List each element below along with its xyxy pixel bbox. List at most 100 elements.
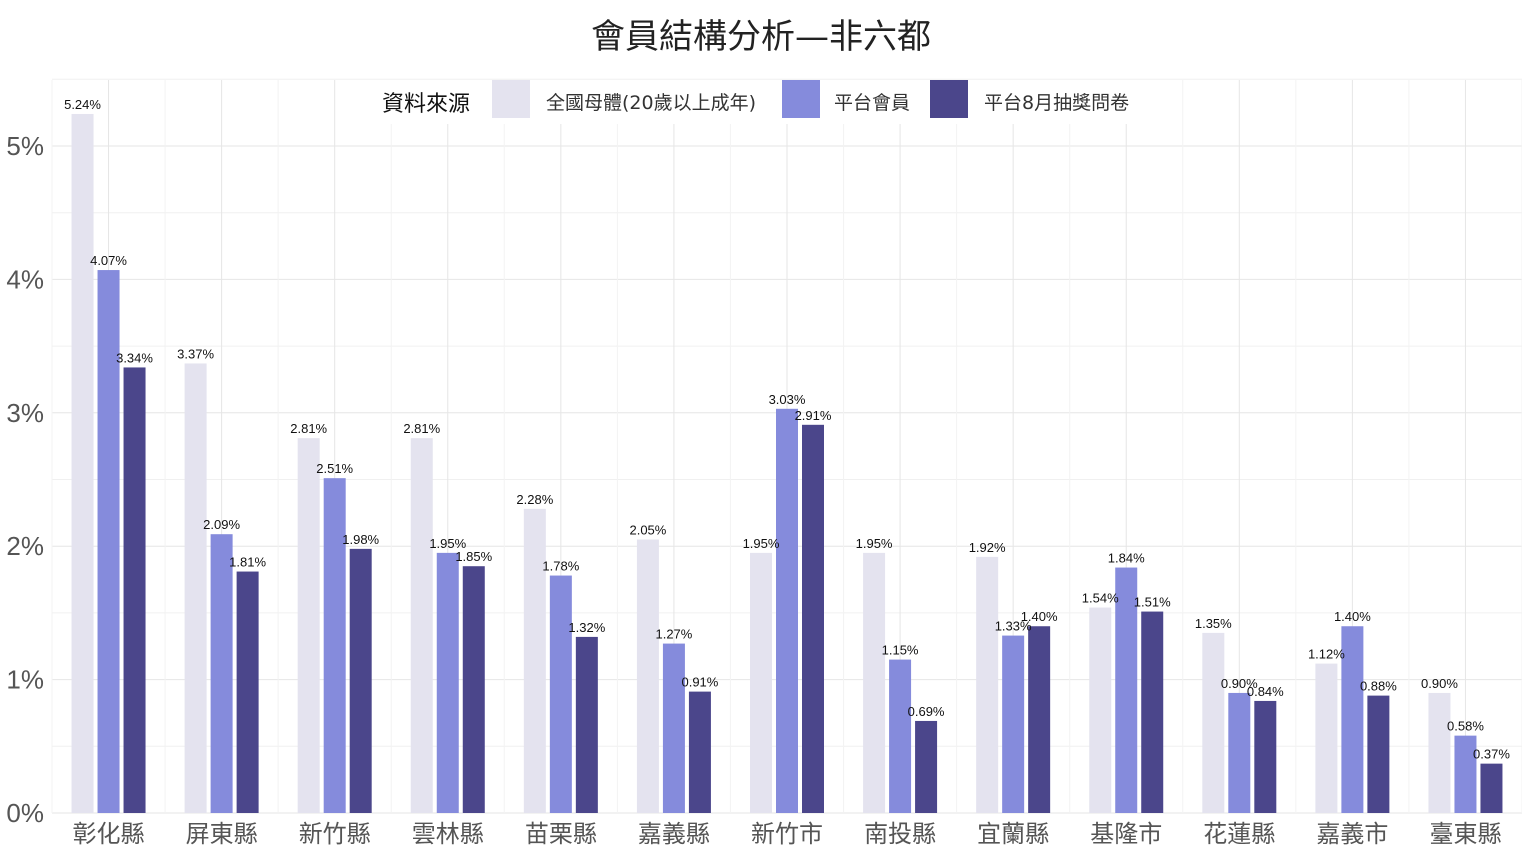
x-tick-label: 新竹縣 — [299, 820, 371, 848]
data-label: 1.51% — [1134, 595, 1171, 610]
data-label: 1.78% — [542, 559, 579, 574]
data-label: 1.81% — [229, 555, 266, 570]
x-tick-label: 彰化縣 — [73, 820, 145, 848]
bar — [688, 691, 711, 813]
data-label: 0.37% — [1473, 747, 1510, 762]
bar — [297, 438, 320, 813]
x-tick-label: 臺東縣 — [1429, 820, 1501, 848]
x-tick-label: 嘉義市 — [1316, 820, 1388, 848]
legend: 資料來源 全國母體(20歲以上成年) 平台會員 平台8月抽獎問卷 — [370, 80, 1146, 124]
data-label: 2.91% — [795, 408, 832, 423]
bar — [1480, 763, 1503, 813]
y-tick-label: 0% — [6, 798, 44, 828]
data-label: 0.88% — [1360, 679, 1397, 694]
data-label: 0.84% — [1247, 684, 1284, 699]
legend-label: 全國母體(20歲以上成年) — [546, 92, 756, 114]
bar — [71, 113, 94, 813]
bar — [184, 363, 207, 813]
bar — [1089, 607, 1112, 813]
y-tick-label: 2% — [6, 531, 44, 561]
bar — [123, 367, 146, 813]
data-label: 3.03% — [769, 392, 806, 407]
legend-swatch — [930, 80, 968, 118]
data-label: 1.54% — [1082, 591, 1119, 606]
x-tick-label: 嘉義縣 — [638, 820, 710, 848]
data-label: 0.91% — [681, 675, 718, 690]
bar — [436, 552, 459, 813]
bars — [71, 113, 1503, 813]
bar — [1228, 692, 1251, 813]
y-tick-label: 4% — [6, 264, 44, 294]
data-label: 1.98% — [342, 532, 379, 547]
bar — [802, 424, 824, 813]
bar — [410, 438, 433, 813]
bar — [1254, 700, 1277, 813]
data-label: 1.33% — [995, 619, 1032, 634]
data-label: 4.07% — [90, 253, 127, 268]
bar — [1428, 692, 1451, 813]
data-label: 2.81% — [290, 421, 327, 436]
x-tick-label: 花蓮縣 — [1203, 820, 1275, 848]
bar — [1454, 735, 1477, 813]
data-label: 0.90% — [1221, 676, 1258, 691]
bar — [662, 643, 685, 813]
x-tick-label: 雲林縣 — [412, 820, 484, 848]
bar — [1367, 695, 1390, 813]
data-label: 0.69% — [908, 704, 945, 719]
y-tick-label: 1% — [6, 665, 44, 695]
data-label: 1.32% — [568, 620, 605, 635]
y-tick-label: 5% — [6, 131, 44, 161]
data-label: 1.27% — [655, 627, 692, 642]
chart-title: 會員結構分析—非六都 — [591, 17, 931, 57]
legend-label: 平台會員 — [834, 92, 910, 114]
data-labels: 5.24% 3.37% 2.81% 2.81% 2.28% 2.05% 1.95% 1.95%… — [64, 97, 1510, 762]
data-label: 1.35% — [1195, 616, 1232, 631]
bar — [889, 659, 912, 813]
data-label: 2.09% — [203, 517, 240, 532]
bar — [1028, 626, 1051, 813]
data-label: 0.90% — [1421, 676, 1458, 691]
data-label: 3.37% — [177, 346, 214, 361]
data-label: 1.40% — [1021, 609, 1058, 624]
legend-swatch — [492, 80, 530, 118]
bar — [349, 548, 372, 813]
bar — [575, 636, 598, 813]
data-label: 2.81% — [403, 421, 440, 436]
data-label: 2.05% — [629, 523, 666, 538]
data-label: 1.40% — [1334, 609, 1371, 624]
bar — [915, 720, 938, 813]
bar — [776, 408, 798, 813]
data-label: 2.28% — [516, 492, 553, 507]
data-label: 1.95% — [856, 536, 893, 551]
bar — [1202, 632, 1225, 813]
bar — [236, 571, 259, 813]
x-tick-label: 苗栗縣 — [525, 820, 597, 848]
data-label: 1.84% — [1108, 551, 1145, 566]
bar — [1141, 611, 1164, 813]
bar — [1002, 635, 1025, 813]
data-label: 0.58% — [1447, 719, 1484, 734]
bar — [1115, 567, 1138, 813]
x-tick-label: 宜蘭縣 — [977, 820, 1049, 848]
data-label: 1.12% — [1308, 647, 1345, 662]
data-label: 1.85% — [455, 549, 492, 564]
legend-title: 資料來源 — [382, 92, 470, 117]
bar — [523, 508, 546, 813]
data-label: 2.51% — [316, 461, 353, 476]
bar — [462, 566, 485, 813]
bar — [636, 539, 659, 813]
data-label: 1.95% — [429, 536, 466, 551]
bar — [549, 575, 572, 813]
bar — [323, 478, 346, 813]
data-label: 1.92% — [969, 540, 1006, 555]
bar — [1315, 663, 1338, 813]
x-tick-label: 基隆市 — [1090, 820, 1162, 848]
data-label: 1.95% — [743, 536, 780, 551]
x-tick-label: 新竹市 — [751, 820, 823, 848]
y-tick-label: 3% — [6, 398, 44, 428]
legend-swatch — [782, 80, 820, 118]
data-label: 5.24% — [64, 97, 101, 112]
bar — [1341, 626, 1364, 813]
x-tick-label: 南投縣 — [864, 820, 936, 848]
